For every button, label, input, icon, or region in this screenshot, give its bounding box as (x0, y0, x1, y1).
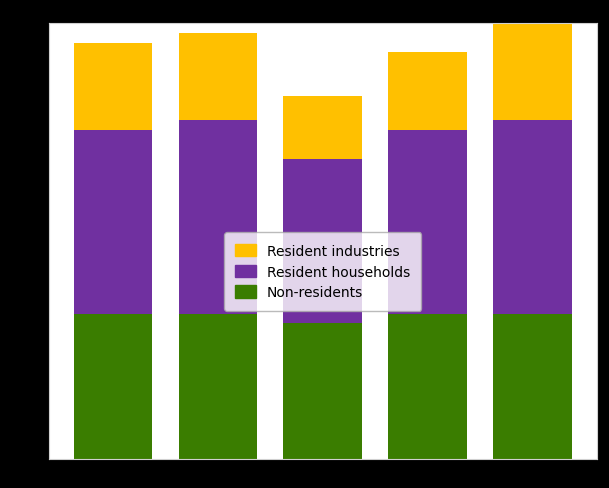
Bar (493, 24, 572, 121)
Bar (283, 160, 362, 324)
Bar (74, 44, 152, 131)
Legend: Resident industries, Resident households, Non-residents: Resident industries, Resident households… (224, 233, 421, 311)
Bar (74, 131, 152, 314)
Bar (493, 121, 572, 314)
Bar (178, 34, 257, 121)
Bar (74, 314, 152, 459)
Bar (283, 324, 362, 459)
Bar (389, 131, 467, 314)
Bar (493, 314, 572, 459)
Bar (389, 53, 467, 131)
Bar (283, 97, 362, 160)
Bar (178, 121, 257, 314)
Bar (389, 314, 467, 459)
Bar (178, 314, 257, 459)
